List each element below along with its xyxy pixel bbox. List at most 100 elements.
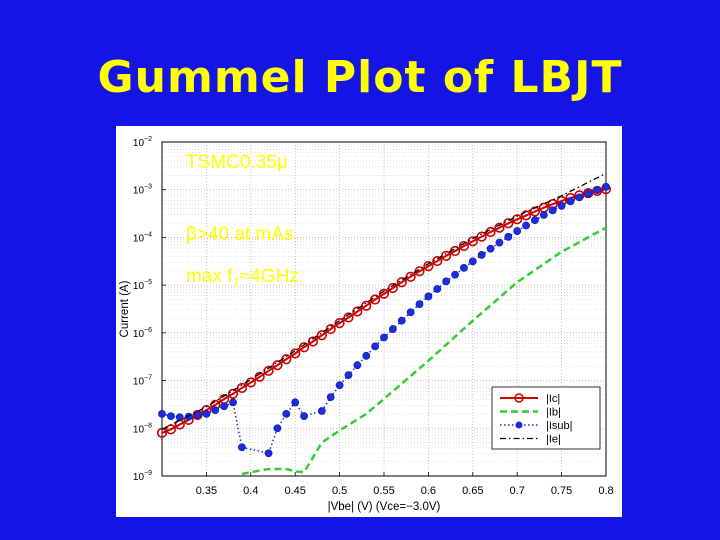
- data-point-isub: [388, 325, 397, 333]
- data-point-isub: [300, 412, 308, 421]
- data-point-isub: [531, 216, 539, 225]
- data-point-isub: [566, 197, 575, 206]
- ft-sub: T: [232, 275, 240, 290]
- y-axis-label: Current (A): [119, 280, 131, 337]
- y-tick-label: 10−9: [133, 470, 152, 483]
- data-point-isub: [211, 406, 220, 415]
- data-point-isub: [317, 407, 326, 415]
- data-point-isub: [166, 412, 175, 421]
- data-point-ic: [423, 261, 434, 272]
- x-tick-label: 0.7: [510, 485, 525, 497]
- ft-suffix: ≈4GHz: [239, 266, 299, 287]
- x-tick-label: 0.6: [421, 485, 436, 497]
- ft-note: max fT≈4GHz: [186, 266, 299, 290]
- data-point-ic: [529, 206, 541, 217]
- x-tick-label: 0.75: [551, 485, 572, 497]
- y-tick-label: 10−6: [133, 327, 152, 340]
- data-point-isub: [433, 285, 442, 293]
- data-point-ic: [467, 236, 478, 247]
- data-point-isub: [575, 193, 584, 202]
- y-tick-label: 10−5: [133, 279, 152, 292]
- y-tick-label: 10−2: [133, 136, 152, 149]
- data-point-isub: [202, 410, 211, 418]
- y-tick-label: 10−8: [133, 422, 152, 435]
- data-point-isub: [504, 232, 513, 241]
- gummel-plot: 0.35 0.4 0.45 0.5 0.55 0.6 0.65 0.7 0.75 0.8 10−2 1…: [116, 126, 622, 517]
- data-point-ic: [458, 240, 470, 252]
- data-point-isub: [593, 186, 602, 195]
- data-point-isub: [442, 277, 451, 286]
- data-point-isub: [415, 300, 424, 309]
- data-point-ic: [316, 330, 327, 341]
- slide-title: Gummel Plot of LBJT: [97, 52, 623, 103]
- process-note: TSMC0.35μ: [186, 152, 288, 173]
- data-point-ic: [254, 371, 265, 382]
- data-point-isub: [539, 211, 548, 219]
- data-point-isub: [468, 257, 477, 266]
- data-point-ic: [520, 210, 532, 221]
- data-point-ic: [387, 282, 398, 294]
- data-point-isub: [353, 361, 362, 370]
- x-tick-label: 0.55: [373, 485, 394, 497]
- data-point-isub: [424, 292, 433, 301]
- data-point-isub: [486, 244, 495, 253]
- data-point-isub: [362, 351, 371, 360]
- data-point-isub: [602, 182, 610, 191]
- data-point-ic: [352, 306, 363, 317]
- y-tick-label: 10−4: [133, 231, 152, 244]
- legend-label: |Isub|: [546, 420, 573, 432]
- data-point-isub: [282, 410, 291, 418]
- data-point-isub: [380, 333, 388, 342]
- data-point-isub: [344, 371, 353, 380]
- y-tick-label: 10−7: [133, 375, 152, 388]
- chart-svg: 0.35 0.4 0.45 0.5 0.55 0.6 0.65 0.7 0.75 0.8 10−2 1…: [119, 136, 614, 513]
- series-line-0: [161, 188, 607, 434]
- x-tick-label: 0.45: [284, 485, 305, 497]
- x-tick-label: 0.4: [243, 485, 258, 497]
- data-point-ic: [512, 214, 523, 225]
- legend-marker: [515, 421, 523, 429]
- data-point-isub: [584, 189, 593, 198]
- data-point-isub: [273, 424, 282, 433]
- data-point-isub: [193, 411, 202, 419]
- data-point-isub: [513, 227, 522, 235]
- series-line-1: [241, 226, 607, 476]
- legend-label: |Ie|: [546, 434, 561, 446]
- data-point-isub: [291, 398, 300, 407]
- ft-prefix: max f: [186, 266, 233, 287]
- data-point-isub: [557, 201, 566, 210]
- data-point-ic: [272, 360, 283, 371]
- data-point-isub: [264, 449, 273, 458]
- x-tick-label: 0.5: [332, 485, 347, 497]
- x-tick-label: 0.35: [196, 485, 217, 497]
- legend-label: |Ib|: [546, 407, 561, 419]
- data-point-ic: [432, 255, 443, 267]
- data-point-ic: [503, 218, 514, 229]
- data-point-isub: [220, 402, 229, 411]
- data-point-isub: [335, 381, 344, 390]
- data-point-ic: [343, 312, 354, 323]
- data-point-isub: [406, 308, 415, 317]
- data-point-ic: [227, 388, 239, 399]
- data-point-isub: [175, 413, 184, 422]
- data-point-ic: [494, 222, 505, 233]
- data-point-isub: [326, 393, 335, 402]
- data-point-isub: [238, 443, 246, 452]
- x-tick-label: 0.65: [462, 485, 483, 497]
- data-point-isub: [371, 342, 380, 351]
- x-tick-label: 0.8: [598, 485, 613, 497]
- data-point-isub: [397, 316, 406, 325]
- beta-note: β>40 at mAs: [186, 224, 294, 245]
- data-point-isub: [451, 270, 459, 279]
- data-point-isub: [158, 410, 166, 418]
- data-point-isub: [477, 251, 486, 259]
- data-point-ic: [298, 342, 310, 353]
- y-tick-label: 10−3: [133, 184, 152, 197]
- series-line-3: [161, 172, 607, 430]
- data-point-isub: [522, 221, 530, 230]
- data-point-isub: [460, 263, 468, 272]
- data-point-ic: [396, 277, 407, 288]
- data-point-isub: [495, 238, 504, 247]
- legend-label: |Ic|: [546, 393, 560, 405]
- data-point-isub: [229, 398, 237, 407]
